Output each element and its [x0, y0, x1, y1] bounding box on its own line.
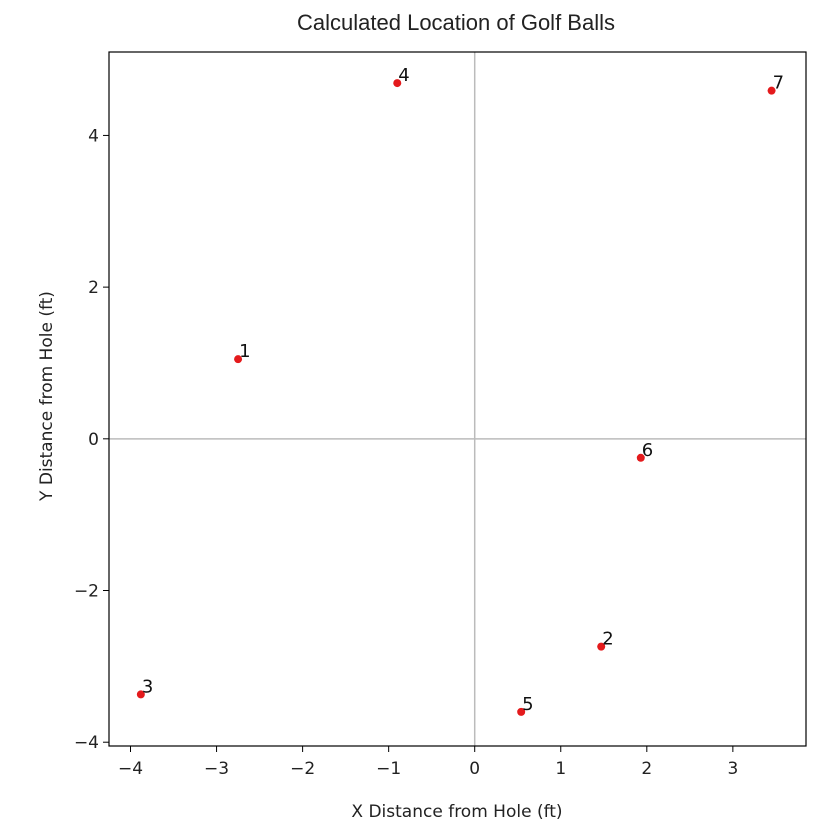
x-tick-label: −4 [118, 759, 143, 779]
x-tick-label: 3 [727, 759, 738, 779]
x-tick-label: 1 [555, 759, 566, 779]
data-points: 1 2 3 4 5 6 7 [136, 65, 784, 716]
ball-label-7: 7 [773, 73, 784, 94]
ball-label-6: 6 [642, 440, 653, 461]
ball-label-1: 1 [239, 341, 250, 362]
reference-lines [109, 52, 806, 746]
ball-marker-3 [136, 690, 145, 699]
x-tick-label: −1 [376, 759, 401, 779]
chart-title: Calculated Location of Golf Balls [297, 10, 615, 35]
axis-ticks: −4 −3 −2 −1 0 1 2 3 −4 −2 0 2 4 [74, 126, 738, 779]
x-tick-label: 0 [469, 759, 480, 779]
x-tick-label: 2 [641, 759, 652, 779]
ball-marker-4 [393, 79, 402, 88]
x-axis-label: X Distance from Hole (ft) [351, 802, 562, 822]
ball-marker-1 [234, 355, 243, 364]
ball-label-4: 4 [398, 65, 409, 86]
x-tick-label: −2 [290, 759, 315, 779]
y-axis-label: Y Distance from Hole (ft) [37, 291, 57, 502]
y-tick-label: −4 [74, 733, 99, 753]
ball-label-5: 5 [522, 694, 533, 715]
y-tick-label: −2 [74, 582, 99, 602]
ball-marker-5 [517, 707, 526, 716]
ball-label-3: 3 [142, 676, 153, 697]
y-tick-label: 0 [88, 430, 99, 450]
ball-marker-2 [597, 642, 606, 651]
ball-label-2: 2 [602, 629, 613, 650]
ball-marker-6 [636, 453, 645, 462]
y-tick-label: 4 [88, 126, 99, 146]
ball-marker-7 [767, 86, 776, 95]
x-tick-label: −3 [204, 759, 229, 779]
y-tick-label: 2 [88, 278, 99, 298]
plot-frame [108, 51, 807, 747]
